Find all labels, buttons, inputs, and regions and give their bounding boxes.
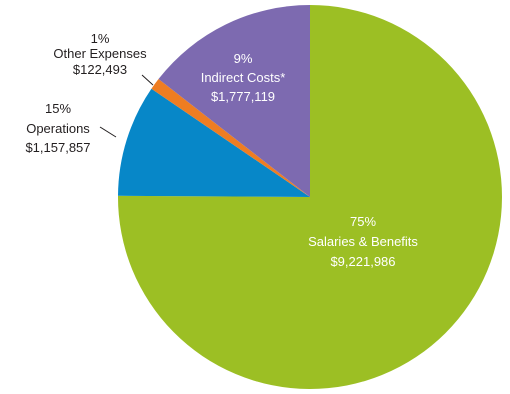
other-amount-label: $122,493: [73, 62, 127, 77]
salaries-category-label: Salaries & Benefits: [308, 234, 418, 249]
leader-line-other-expenses: [141, 74, 154, 86]
slice-operations: [118, 88, 310, 197]
operations-amount-label: $1,157,857: [25, 140, 90, 155]
salaries-percent-label: 75%: [350, 214, 376, 229]
slice-label-other-expenses: 1% Other Expenses $122,493: [53, 31, 147, 77]
indirect-percent-label: 9%: [234, 51, 253, 66]
slice-indirect-costs: [158, 5, 310, 197]
slice-label-salaries-benefits: 75% Salaries & Benefits $9,221,986: [308, 214, 418, 269]
indirect-amount-label: $1,777,119: [211, 89, 275, 104]
salaries-amount-label: $9,221,986: [330, 254, 395, 269]
operations-category-label: Operations: [26, 121, 90, 136]
indirect-category-label: Indirect Costs*: [201, 70, 286, 85]
slice-label-indirect-costs: 9% Indirect Costs* $1,777,119: [201, 51, 286, 104]
operations-percent-label: 15%: [45, 101, 71, 116]
slice-salaries-benefits: [117, 5, 502, 390]
slice-label-operations: 15% Operations $1,157,857: [25, 101, 90, 155]
slice-other-expenses: [151, 79, 310, 197]
other-percent-label: 1%: [91, 31, 110, 46]
leader-line-operations: [99, 126, 117, 138]
other-category-label: Other Expenses: [53, 46, 147, 61]
pie-slices: [117, 5, 502, 390]
